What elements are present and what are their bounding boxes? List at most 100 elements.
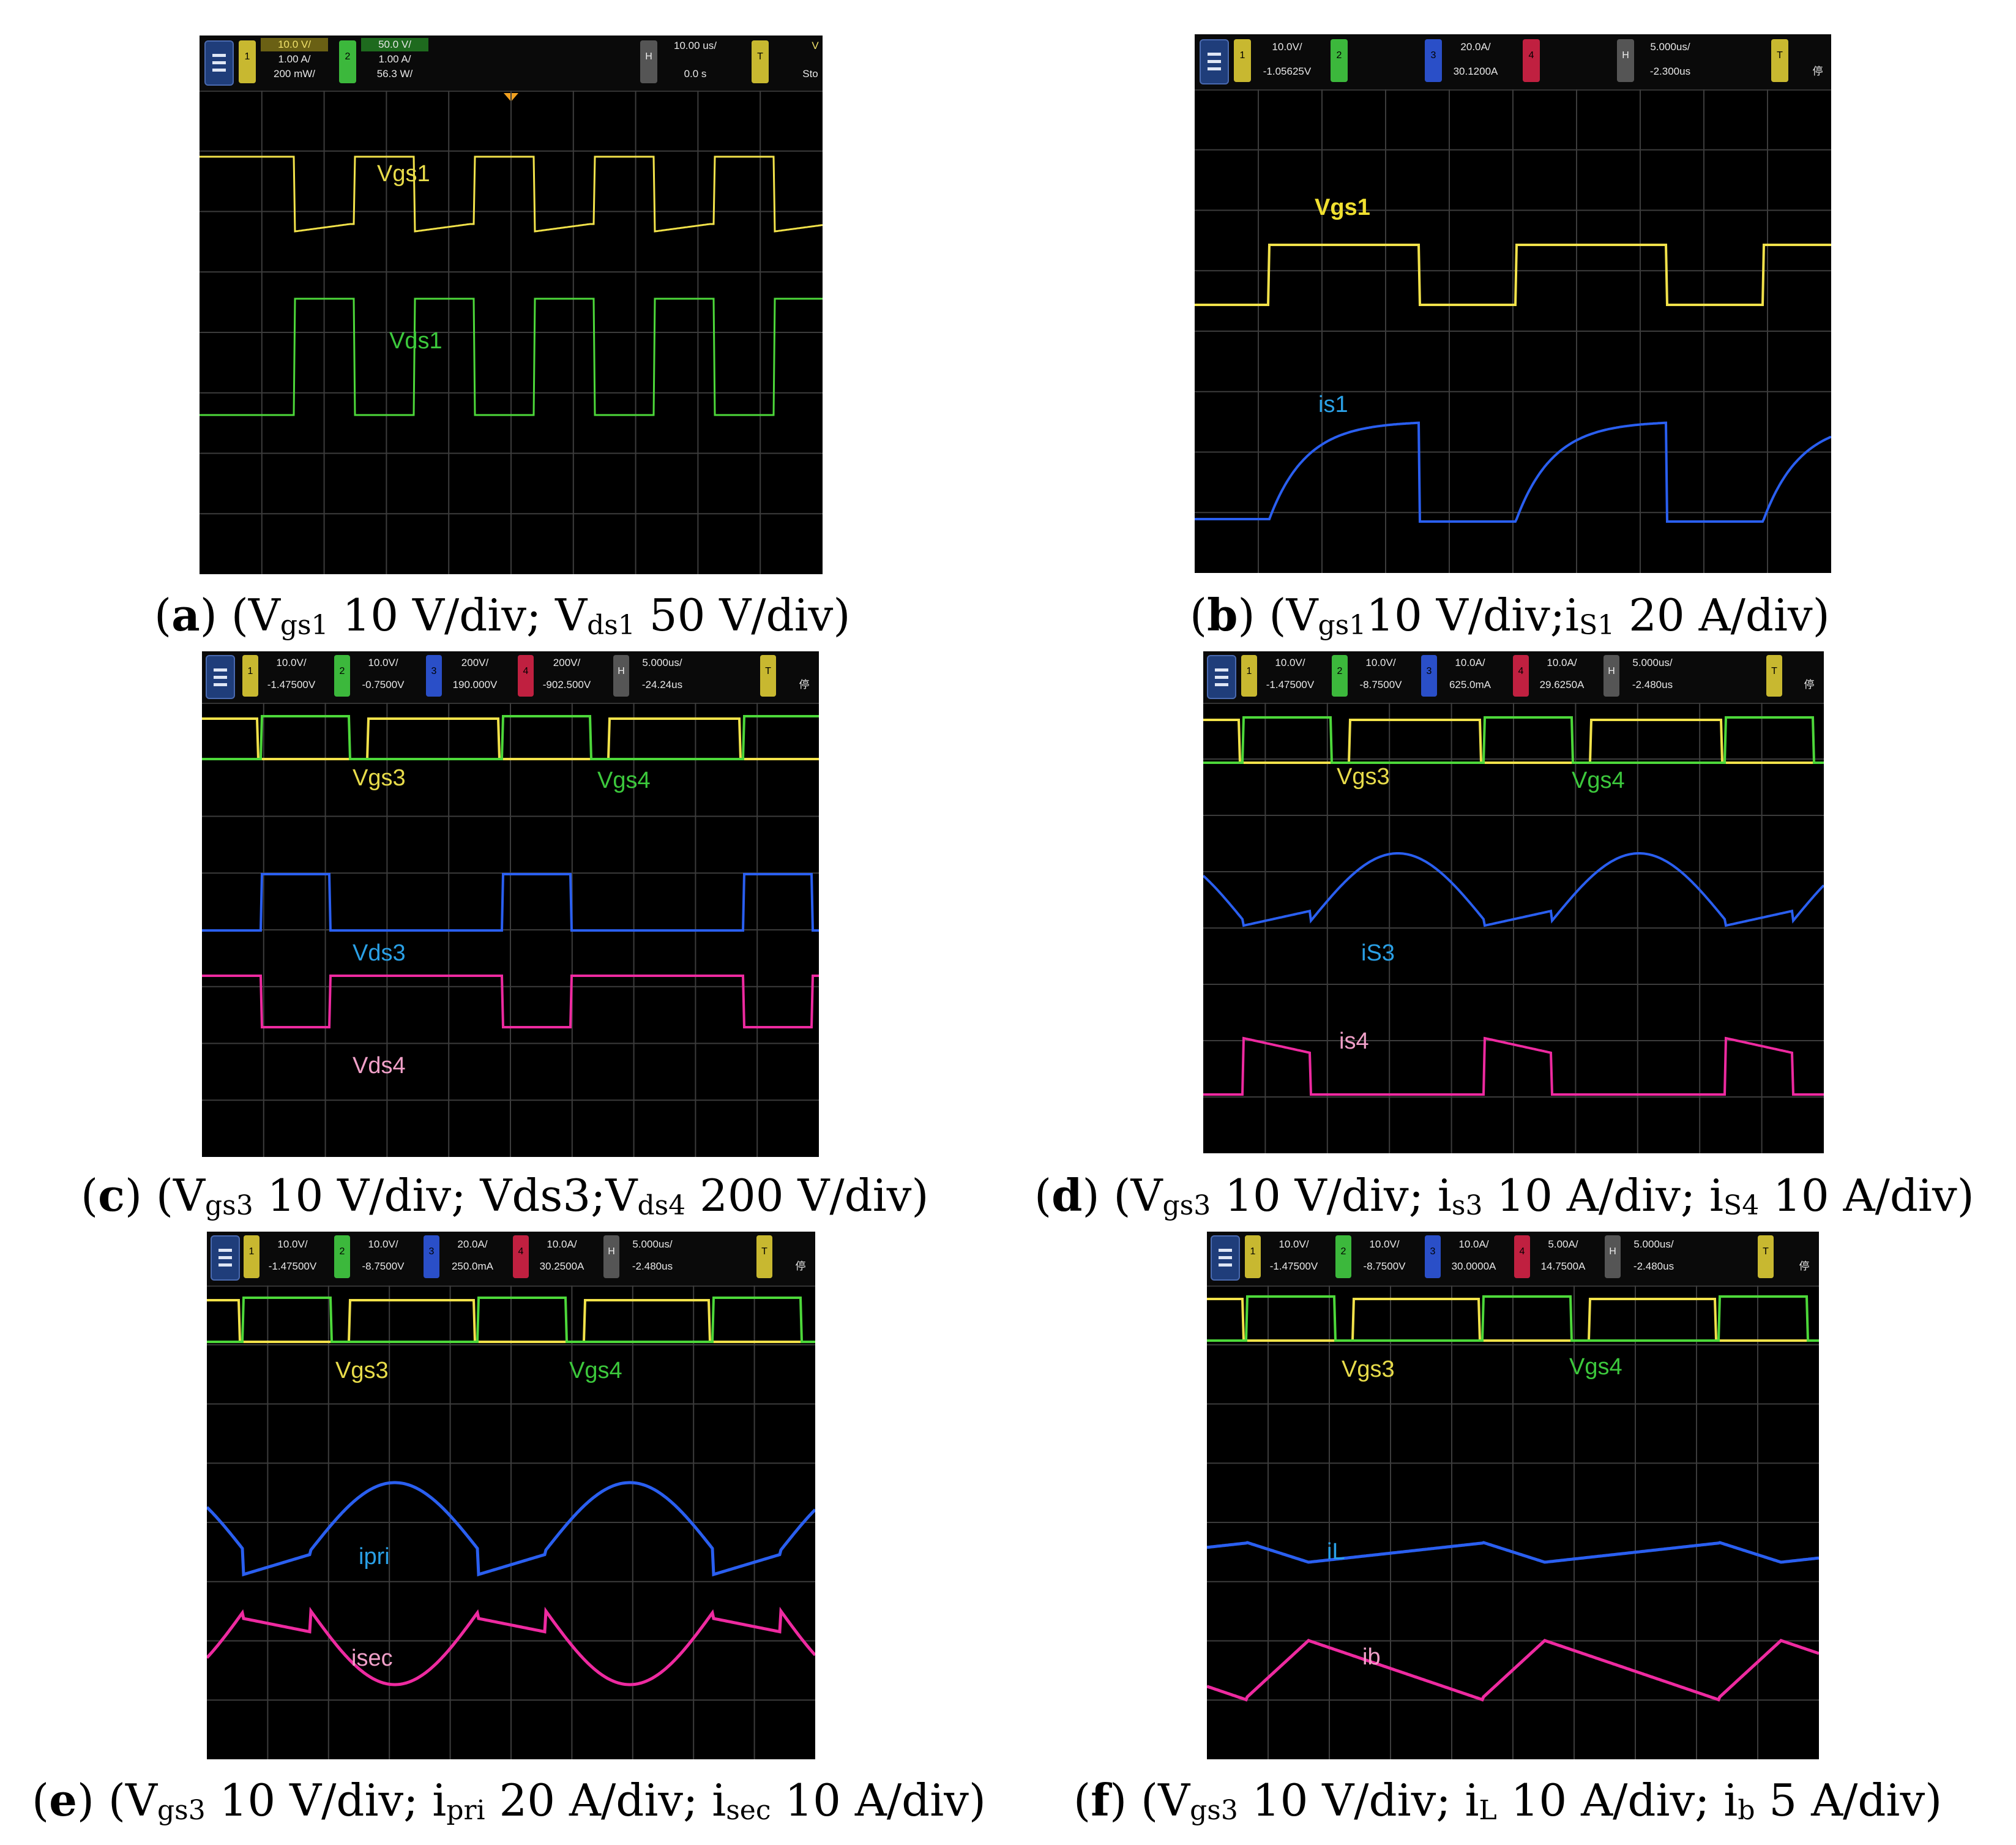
ch3-scale: 10.0A/ — [1458, 1238, 1489, 1250]
channel-2-chip[interactable]: 2 — [1331, 39, 1348, 82]
channel-4-chip[interactable]: 4 — [1514, 1235, 1530, 1278]
ch4-scale: 10.0A/ — [547, 1238, 577, 1250]
ch1-scale: 10.0 V/ — [261, 38, 328, 51]
ch3-offset: 30.1200A — [1453, 65, 1498, 77]
scope-header-b: 1 10.0V/ -1.05625V 2 3 20.0A/ 30.1200A 4… — [1195, 34, 1831, 91]
trigger-source: V — [812, 40, 819, 51]
label-is3: iS3 — [1361, 940, 1395, 966]
horizontal-chip[interactable]: H — [640, 40, 657, 83]
channel-2-chip[interactable]: 2 — [334, 655, 350, 697]
horizontal-chip[interactable]: H — [613, 655, 629, 697]
ch1-offset: -1.47500V — [1269, 1260, 1318, 1272]
trace-vgs1 — [200, 155, 823, 233]
channel-4-chip[interactable]: 4 — [518, 655, 534, 697]
label-vgs1: Vgs1 — [377, 161, 430, 187]
channel-2-chip[interactable]: 2 — [1335, 1235, 1351, 1278]
channel-1-chip[interactable]: 1 — [1234, 39, 1251, 82]
run-state: Sto — [802, 68, 818, 80]
trigger-chip[interactable]: T — [756, 1235, 772, 1278]
waveform-area-a — [200, 91, 823, 574]
ch4-offset: -902.500V — [542, 679, 591, 690]
trace-vgs3 — [1203, 719, 1824, 764]
trace-vgs4 — [207, 1297, 815, 1343]
horizontal-chip[interactable]: H — [1603, 655, 1619, 697]
channel-2-chip[interactable]: 2 — [1332, 655, 1348, 697]
label-vgs3: Vgs3 — [1342, 1357, 1395, 1382]
horizontal-chip[interactable]: H — [603, 1235, 619, 1278]
ch1-offset: -1.05625V — [1263, 65, 1312, 77]
horizontal-chip[interactable]: H — [1605, 1235, 1621, 1278]
ch2-scale: 10.0V/ — [1365, 657, 1396, 668]
ch4-scale: 10.0A/ — [1547, 657, 1577, 668]
h-position: -2.300us — [1649, 65, 1691, 77]
menu-button[interactable] — [204, 40, 234, 86]
ch3-scale: 10.0A/ — [1455, 657, 1485, 668]
trigger-chip[interactable]: T — [1758, 1235, 1774, 1278]
scope-screen-c: 1 10.0V/ -1.47500V 2 10.0V/ -0.7500V 3 2… — [202, 651, 819, 1157]
ch3-scale: 200V/ — [461, 657, 489, 668]
scope-screen-e: 1 10.0V/ -1.47500V 2 10.0V/ -8.7500V 3 2… — [207, 1232, 815, 1759]
run-state: 停 — [799, 679, 810, 690]
channel-2-chip[interactable]: 2 — [334, 1235, 350, 1278]
run-state: 停 — [1799, 1260, 1810, 1272]
run-state: 停 — [795, 1260, 806, 1272]
trace-vgs4 — [1203, 716, 1824, 764]
channel-3-chip[interactable]: 3 — [426, 655, 442, 697]
label-vgs4: Vgs4 — [1569, 1354, 1622, 1380]
label-vgs4: Vgs4 — [1572, 768, 1625, 793]
ch3-offset: 250.0mA — [451, 1260, 494, 1272]
trace-vds4 — [202, 975, 819, 1028]
scope-screen-f: 1 10.0V/ -1.47500V 2 10.0V/ -8.7500V 3 1… — [1207, 1232, 1819, 1759]
trigger-chip[interactable]: T — [1766, 655, 1782, 697]
run-state: 停 — [1804, 679, 1815, 690]
ch1-offset: -1.47500V — [268, 1260, 317, 1272]
channel-1-chip[interactable]: 1 — [1245, 1235, 1261, 1278]
label-is1: is1 — [1318, 392, 1348, 417]
menu-button[interactable] — [211, 1235, 240, 1281]
label-ib: ib — [1362, 1644, 1381, 1670]
waveform-area-c — [202, 703, 819, 1157]
trace-vds1 — [200, 298, 823, 416]
menu-button[interactable] — [206, 655, 235, 699]
ch2-offset: -0.7500V — [362, 679, 405, 690]
h-scale: 5.000us/ — [1633, 1238, 1674, 1250]
ch1-offset: -1.47500V — [267, 679, 316, 690]
trigger-chip[interactable]: T — [760, 655, 776, 697]
channel-1-chip[interactable]: 1 — [239, 40, 256, 83]
menu-button[interactable] — [1200, 39, 1229, 84]
trace-vgs3 — [202, 717, 819, 760]
h-scale: 10.00 us/ — [674, 40, 717, 51]
channel-3-chip[interactable]: 3 — [1425, 1235, 1441, 1278]
channel-4-chip[interactable]: 4 — [1513, 655, 1529, 697]
scope-screen-d: 1 10.0V/ -1.47500V 2 10.0V/ -8.7500V 3 1… — [1203, 651, 1824, 1153]
ch4-offset: 30.2500A — [539, 1260, 584, 1272]
scope-header-e: 1 10.0V/ -1.47500V 2 10.0V/ -8.7500V 3 2… — [207, 1232, 815, 1287]
menu-button[interactable] — [1207, 655, 1236, 699]
channel-3-chip[interactable]: 3 — [424, 1235, 439, 1278]
trigger-chip[interactable]: T — [752, 40, 769, 83]
caption-f: (f) (Vgs3 10 V/div; iL 10 A/div; ib 5 A/… — [1073, 1774, 1943, 1826]
ch4-offset: 14.7500A — [1540, 1260, 1586, 1272]
channel-3-chip[interactable]: 3 — [1421, 655, 1437, 697]
channel-1-chip[interactable]: 1 — [1241, 655, 1257, 697]
trigger-chip[interactable]: T — [1771, 39, 1788, 82]
trace-vgs4 — [202, 715, 819, 760]
channel-4-chip[interactable]: 4 — [1523, 39, 1540, 82]
ch3-offset: 190.000V — [452, 679, 498, 690]
trace-is1 — [1195, 421, 1831, 523]
horizontal-chip[interactable]: H — [1617, 39, 1634, 82]
h-position: 0.0 s — [684, 68, 707, 80]
ch2-offset: -8.7500V — [1363, 1260, 1406, 1272]
channel-1-chip[interactable]: 1 — [242, 655, 258, 697]
label-vds1: Vds1 — [389, 328, 442, 354]
menu-button[interactable] — [1211, 1235, 1240, 1281]
channel-4-chip[interactable]: 4 — [513, 1235, 529, 1278]
trace-il — [1207, 1541, 1819, 1564]
trace-is3 — [1203, 852, 1824, 927]
scope-header-a: 1 10.0 V/ 1.00 A/ 200 mW/ 2 50.0 V/ 1.00… — [200, 36, 823, 92]
channel-1-chip[interactable]: 1 — [244, 1235, 259, 1278]
ch2-offset: -8.7500V — [362, 1260, 405, 1272]
label-isec: isec — [351, 1645, 393, 1671]
channel-3-chip[interactable]: 3 — [1425, 39, 1442, 82]
channel-2-chip[interactable]: 2 — [339, 40, 356, 83]
